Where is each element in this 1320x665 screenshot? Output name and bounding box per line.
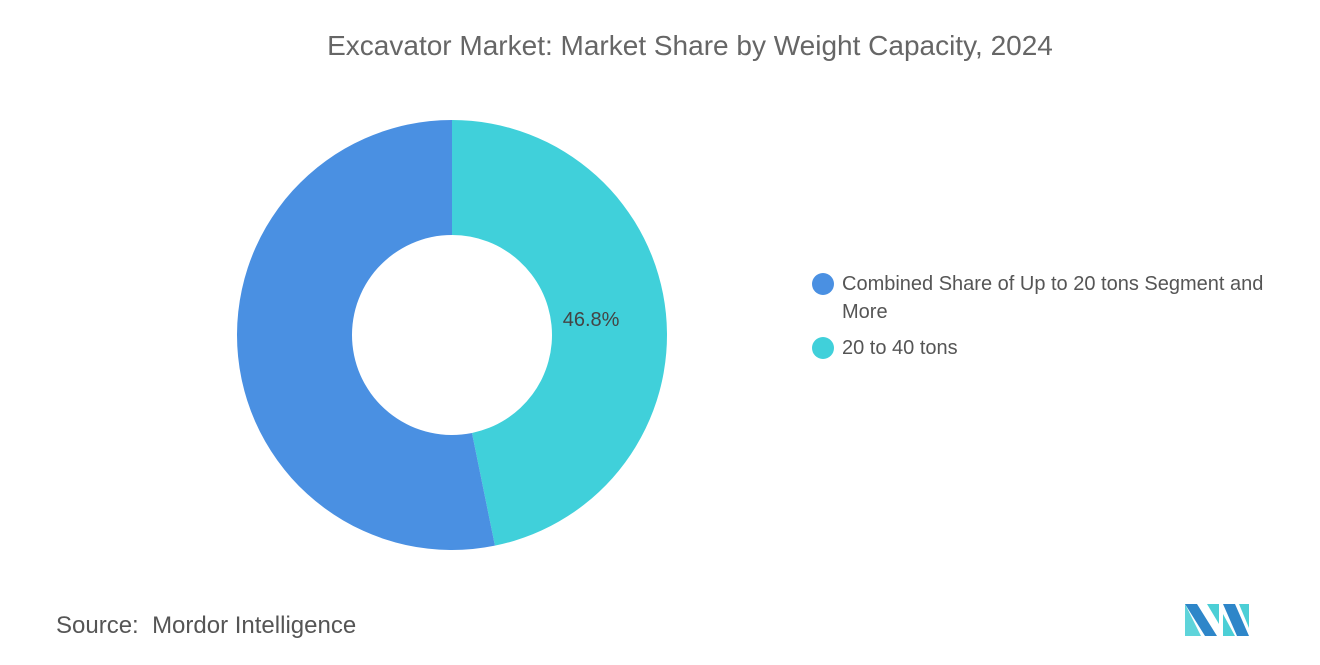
legend-label: 20 to 40 tons [842, 337, 958, 359]
legend: Combined Share of Up to 20 tons Segment … [812, 270, 1282, 370]
donut-slice [236, 120, 495, 550]
mordor-logo [1185, 604, 1249, 636]
legend-item: 20 to 40 tons [812, 334, 1282, 362]
legend-label: Combined Share of Up to 20 tons Segment … [842, 273, 1264, 323]
donut-chart: 46.8% [236, 120, 667, 550]
legend-dot [812, 337, 834, 359]
donut-slice [452, 120, 667, 546]
source-label: Source: [56, 612, 139, 639]
source-value: Mordor Intelligence [152, 612, 357, 639]
source-note: Source: Mordor Intelligence [56, 612, 356, 640]
legend-dot [812, 273, 834, 295]
chart-title: Excavator Market: Market Share by Weight… [327, 30, 1053, 61]
data-label: 46.8% [563, 309, 620, 331]
legend-item: Combined Share of Up to 20 tons Segment … [812, 270, 1282, 326]
